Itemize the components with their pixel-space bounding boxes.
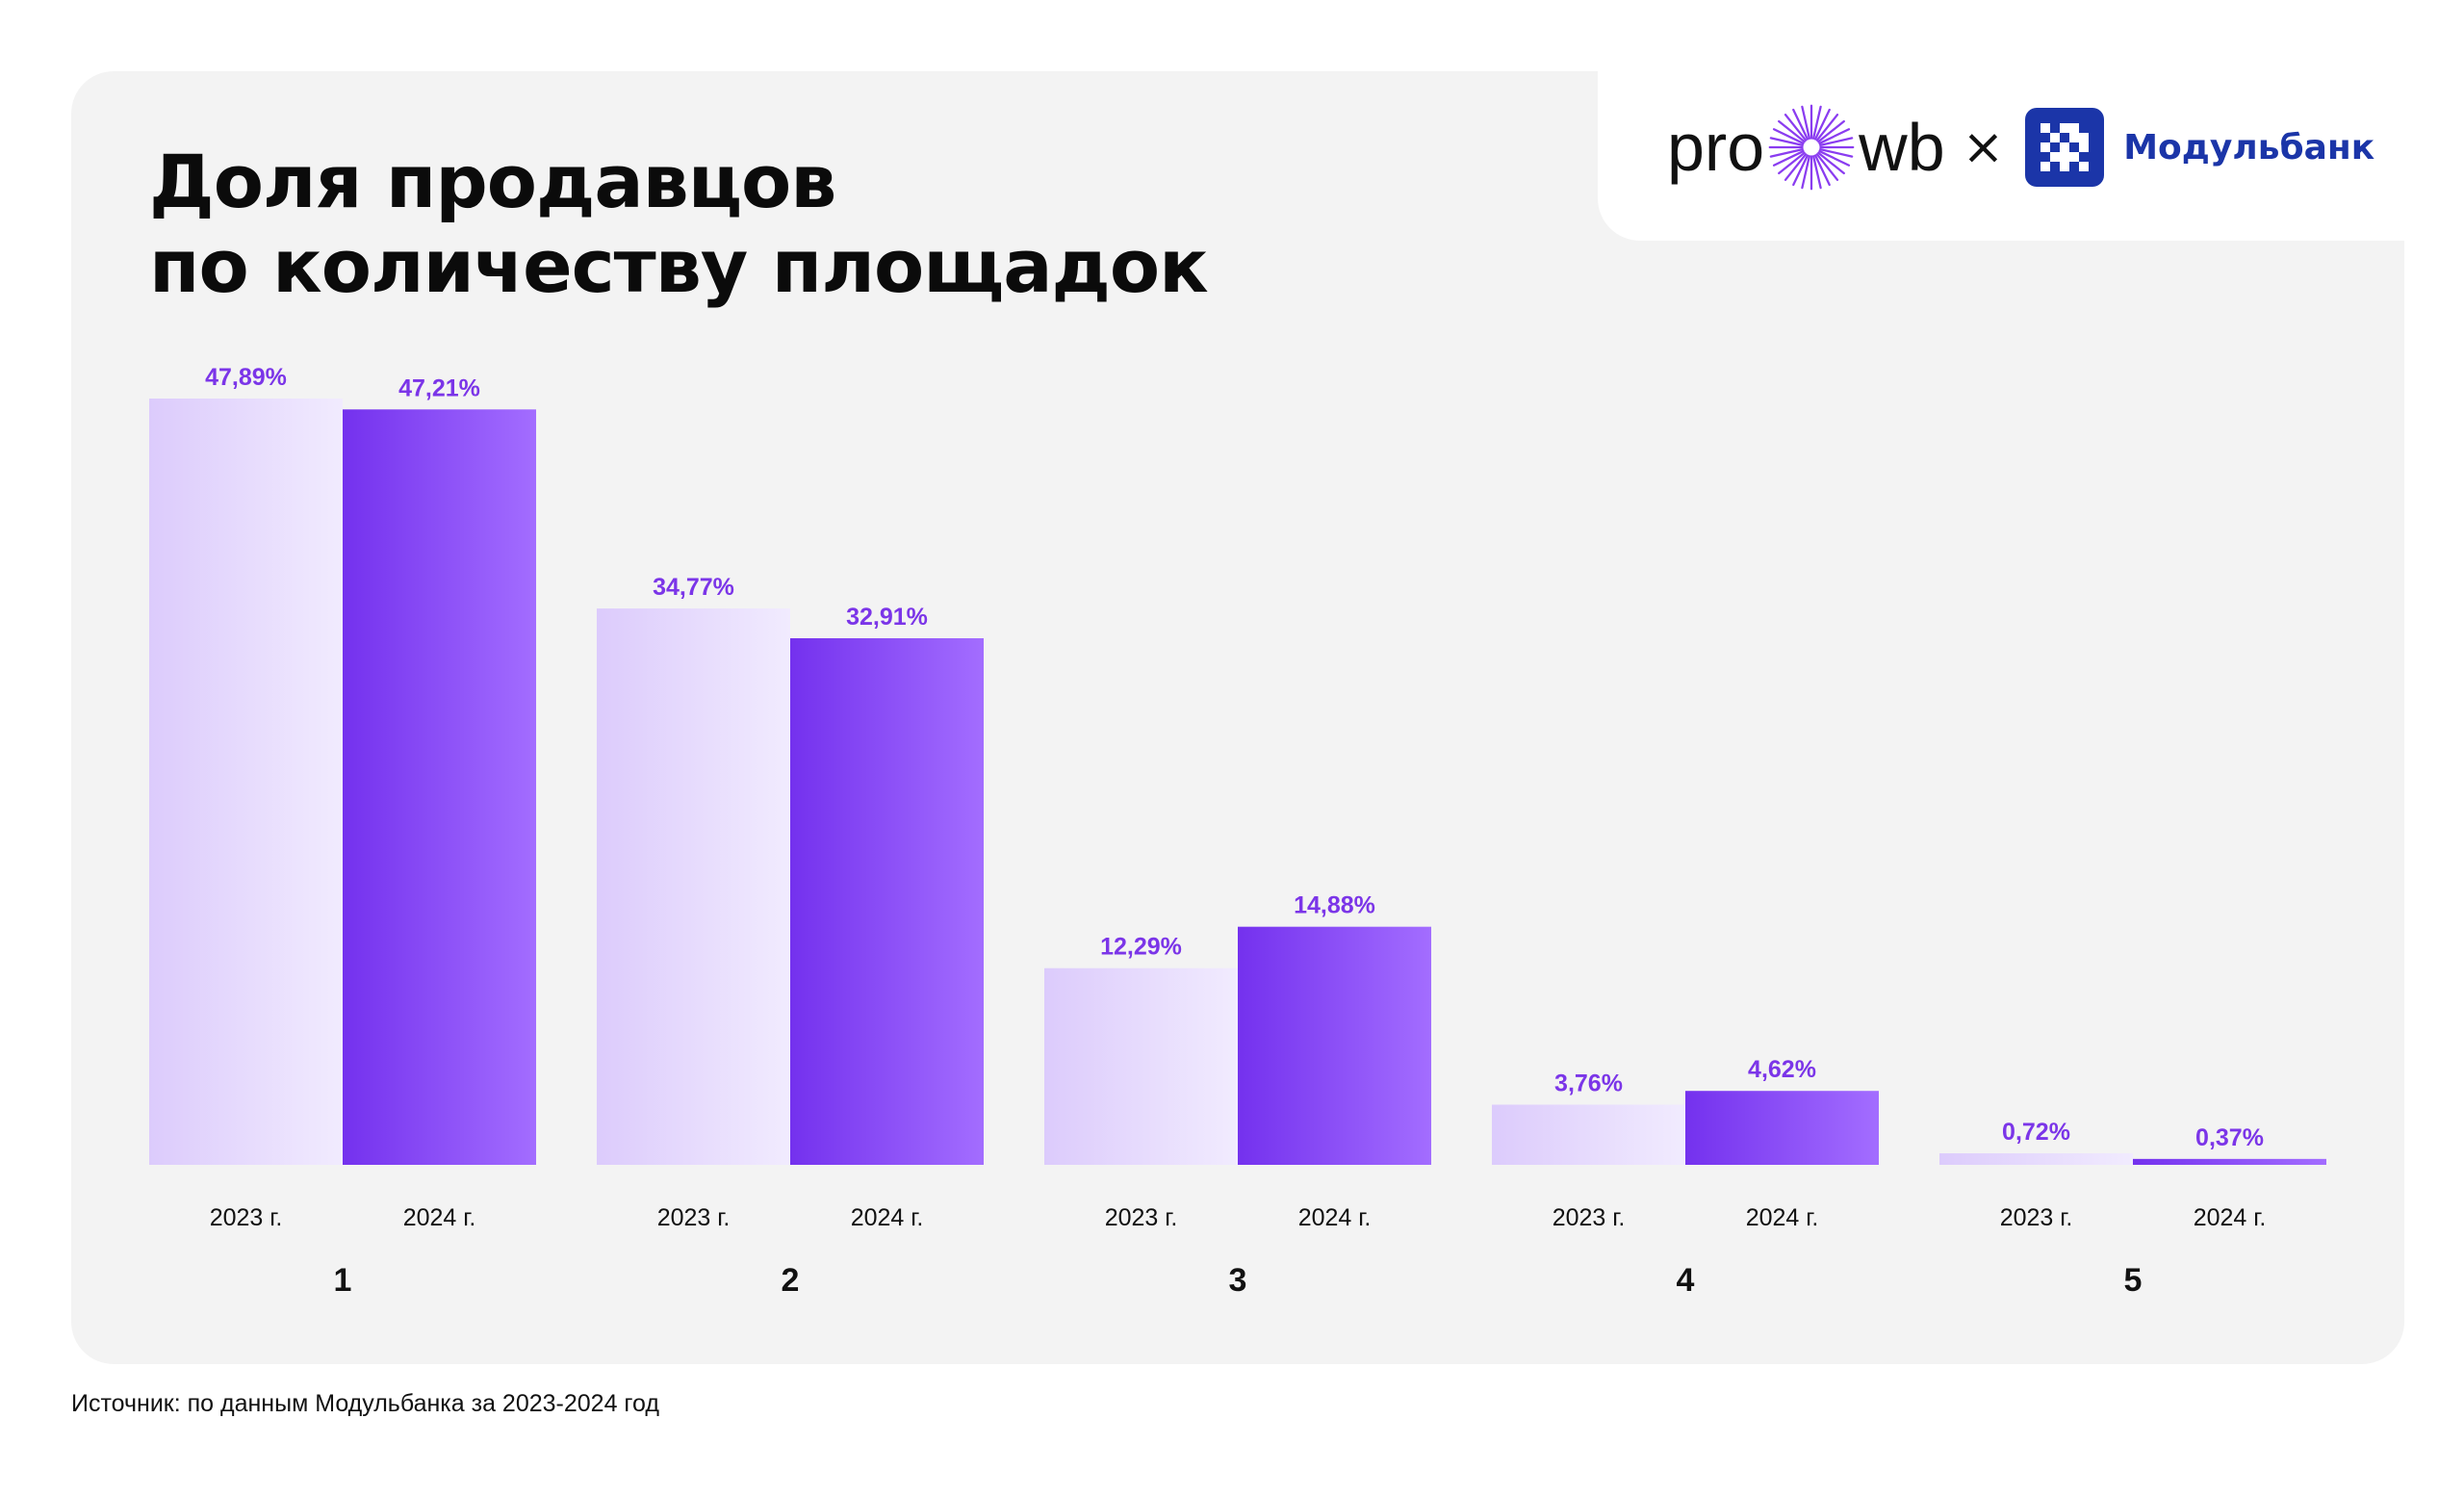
year-tick-3-series-2: 2024 г.: [1298, 1204, 1372, 1231]
bar-5-series-2: [2133, 1158, 2326, 1165]
category-tick-2: 2: [782, 1262, 800, 1299]
bar-3-series-2: [1238, 926, 1431, 1165]
bar-4-series-2: [1685, 1091, 1879, 1165]
data-label-1-series-1: 47,89%: [205, 364, 287, 391]
modulbank-pixel-icon: [2025, 108, 2105, 187]
bar-3-series-1: [1044, 967, 1238, 1165]
prowb-logo-pro: pro: [1667, 110, 1765, 185]
data-label-5-series-1: 0,72%: [2002, 1119, 2070, 1146]
year-tick-5-series-2: 2024 г.: [2194, 1204, 2267, 1231]
chart-title-line-1: Доля продавцов: [149, 139, 836, 224]
year-tick-2-series-1: 2023 г.: [657, 1204, 731, 1231]
data-label-4-series-1: 3,76%: [1554, 1070, 1623, 1097]
data-label-4-series-2: 4,62%: [1748, 1056, 1816, 1083]
bar-1-series-1: [149, 399, 343, 1165]
burst-icon: [1768, 104, 1855, 191]
source-footnote: Источник: по данным Модульбанка за 2023-…: [71, 1390, 659, 1417]
prowb-logo-wb: wb: [1859, 110, 1945, 185]
year-tick-4-series-1: 2023 г.: [1553, 1204, 1626, 1231]
bar-5-series-1: [1939, 1153, 2133, 1165]
chart-title: Доля продавцов по количеству площадок: [149, 139, 1209, 309]
logo-panel: [1598, 39, 2445, 241]
data-label-3-series-1: 12,29%: [1100, 934, 1182, 961]
category-tick-3: 3: [1229, 1262, 1247, 1299]
logo-separator: ×: [1962, 118, 2005, 176]
data-label-3-series-2: 14,88%: [1294, 892, 1375, 919]
chart-title-line-2: по количеству площадок: [149, 223, 1209, 309]
bar-1-series-2: [343, 409, 536, 1165]
data-label-1-series-2: 47,21%: [398, 374, 480, 401]
year-tick-4-series-2: 2024 г.: [1746, 1204, 1819, 1231]
year-tick-5-series-1: 2023 г.: [2000, 1204, 2073, 1231]
data-label-5-series-2: 0,37%: [2195, 1124, 2264, 1151]
data-label-2-series-2: 32,91%: [846, 604, 928, 631]
year-tick-1-series-1: 2023 г.: [210, 1204, 283, 1231]
category-tick-1: 1: [334, 1262, 352, 1299]
year-tick-3-series-1: 2023 г.: [1105, 1204, 1178, 1231]
bar-2-series-1: [597, 608, 790, 1165]
bar-2-series-2: [790, 637, 984, 1165]
year-tick-2-series-2: 2024 г.: [851, 1204, 924, 1231]
prowb-logo: pro wb: [1667, 102, 1945, 193]
partner-logos: pro wb × Модульбанк: [1667, 101, 2374, 193]
category-tick-4: 4: [1677, 1262, 1695, 1299]
data-label-2-series-1: 34,77%: [653, 574, 734, 601]
bar-4-series-1: [1492, 1104, 1685, 1165]
category-tick-5: 5: [2124, 1262, 2143, 1299]
year-tick-1-series-2: 2024 г.: [403, 1204, 476, 1231]
modulbank-logo-name: Модульбанк: [2123, 127, 2375, 168]
